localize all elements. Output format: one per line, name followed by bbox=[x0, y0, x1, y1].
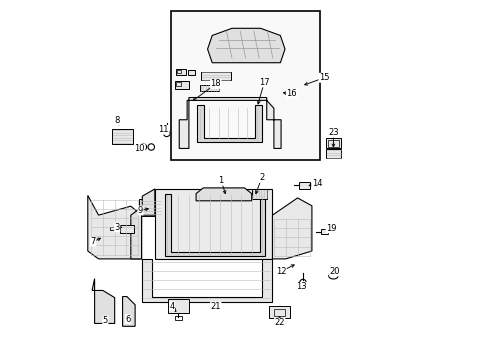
Text: 17: 17 bbox=[258, 78, 269, 87]
Bar bbox=[110, 226, 116, 230]
Bar bbox=[144, 204, 156, 213]
Polygon shape bbox=[272, 198, 311, 259]
Bar bbox=[167, 299, 188, 313]
Polygon shape bbox=[196, 188, 251, 201]
Polygon shape bbox=[164, 194, 265, 256]
Polygon shape bbox=[179, 98, 281, 148]
Text: 9: 9 bbox=[138, 206, 143, 215]
Bar bbox=[177, 70, 180, 73]
Bar bbox=[327, 140, 338, 147]
Text: 14: 14 bbox=[311, 179, 322, 188]
Bar bbox=[268, 306, 290, 319]
Bar bbox=[174, 316, 182, 320]
Polygon shape bbox=[88, 195, 142, 259]
Bar bbox=[175, 69, 185, 75]
Bar bbox=[320, 229, 327, 234]
Bar bbox=[298, 182, 309, 189]
Polygon shape bbox=[197, 105, 261, 142]
Text: 8: 8 bbox=[114, 116, 120, 125]
Text: 19: 19 bbox=[325, 224, 336, 233]
Text: 6: 6 bbox=[125, 315, 130, 324]
Text: 10: 10 bbox=[134, 144, 145, 153]
Text: 15: 15 bbox=[318, 73, 329, 82]
Text: 5: 5 bbox=[102, 316, 108, 325]
Text: 3: 3 bbox=[114, 223, 120, 232]
Polygon shape bbox=[142, 259, 272, 302]
Text: 1: 1 bbox=[218, 176, 224, 185]
Text: 20: 20 bbox=[329, 267, 340, 276]
Text: 7: 7 bbox=[90, 237, 96, 246]
Text: 21: 21 bbox=[210, 302, 221, 311]
Bar bbox=[199, 85, 219, 91]
Bar bbox=[325, 149, 341, 158]
Bar bbox=[176, 82, 180, 86]
Bar bbox=[325, 138, 341, 148]
Text: 12: 12 bbox=[275, 267, 286, 276]
Polygon shape bbox=[131, 189, 155, 259]
Text: 23: 23 bbox=[327, 128, 338, 137]
Bar bbox=[139, 199, 162, 216]
Bar bbox=[273, 309, 285, 316]
Bar bbox=[120, 225, 134, 233]
Bar bbox=[171, 12, 319, 160]
Text: 11: 11 bbox=[158, 125, 169, 134]
Bar bbox=[201, 72, 231, 80]
Polygon shape bbox=[155, 189, 272, 259]
Bar bbox=[187, 69, 195, 75]
Text: 2: 2 bbox=[259, 174, 264, 183]
Text: 22: 22 bbox=[274, 318, 285, 327]
Text: 13: 13 bbox=[296, 282, 306, 291]
Text: 18: 18 bbox=[210, 80, 221, 89]
Text: 4: 4 bbox=[169, 302, 174, 311]
Bar bbox=[175, 81, 188, 89]
Bar bbox=[112, 129, 133, 144]
Polygon shape bbox=[122, 297, 135, 326]
Polygon shape bbox=[207, 28, 285, 63]
Polygon shape bbox=[92, 279, 115, 323]
Bar bbox=[252, 189, 267, 199]
Text: 16: 16 bbox=[286, 89, 297, 98]
